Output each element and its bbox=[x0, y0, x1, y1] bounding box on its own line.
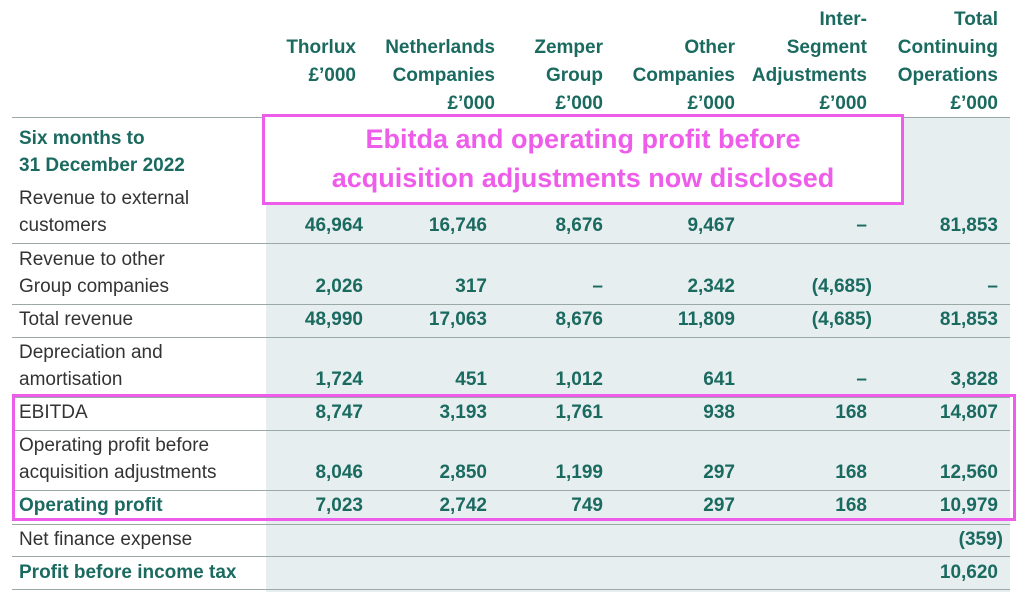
value-cell: 46,964 bbox=[304, 215, 363, 236]
value-cell: 2,342 bbox=[687, 276, 735, 297]
value-cell: – bbox=[856, 215, 867, 236]
row-divider bbox=[12, 589, 1010, 590]
value-cell: 81,853 bbox=[939, 215, 998, 236]
value-cell: 2,850 bbox=[439, 462, 487, 483]
row-label-operating-profit-before-adjustments: Operating profit before acquisition adju… bbox=[19, 435, 217, 483]
value-cell: 10,620 bbox=[939, 562, 998, 583]
row-label-revenue-other: Revenue to other Group companies bbox=[19, 249, 169, 297]
highlight-box bbox=[12, 394, 1016, 521]
value-cell: 48,990 bbox=[304, 309, 363, 330]
value-cell: 2,026 bbox=[315, 276, 363, 297]
value-cell: – bbox=[987, 276, 998, 297]
value-cell: 10,979 bbox=[939, 495, 998, 516]
value-cell: 938 bbox=[703, 402, 735, 423]
value-cell: 3,193 bbox=[439, 402, 487, 423]
row-divider bbox=[12, 556, 1010, 557]
value-cell: 1,761 bbox=[555, 402, 603, 423]
column-header-total: Total Continuing Operations £’000 bbox=[897, 9, 998, 114]
period-label: Six months to 31 December 2022 bbox=[19, 128, 185, 176]
value-cell: 11,809 bbox=[677, 309, 735, 330]
value-cell: 12,560 bbox=[939, 462, 998, 483]
value-cell: 14,807 bbox=[939, 402, 998, 423]
value-cell: 8,046 bbox=[315, 462, 363, 483]
column-header-thorlux: Thorlux £’000 bbox=[286, 37, 356, 86]
value-cell: 451 bbox=[455, 369, 487, 390]
value-cell: 81,853 bbox=[939, 309, 998, 330]
row-label-operating-profit: Operating profit bbox=[19, 495, 163, 516]
value-cell: 2,742 bbox=[439, 495, 487, 516]
value-cell: 8,676 bbox=[555, 215, 603, 236]
row-divider bbox=[12, 304, 1010, 305]
row-label-total-revenue: Total revenue bbox=[19, 309, 134, 330]
value-cell: 8,747 bbox=[315, 402, 363, 423]
value-cell: 1,012 bbox=[555, 369, 603, 390]
value-cell: 8,676 bbox=[555, 309, 603, 330]
value-cell: 168 bbox=[835, 462, 867, 483]
value-cell: (4,685) bbox=[811, 309, 872, 330]
row-label-net-finance-expense: Net finance expense bbox=[19, 529, 193, 550]
value-cell: 749 bbox=[571, 495, 603, 516]
column-header-zemper: Zemper Group £’000 bbox=[534, 37, 603, 114]
value-cell: 17,063 bbox=[428, 309, 487, 330]
row-label-profit-before-tax: Profit before income tax bbox=[19, 562, 237, 583]
value-cell: (359) bbox=[958, 529, 1003, 550]
value-cell: 641 bbox=[703, 369, 735, 390]
value-cell: (4,685) bbox=[811, 276, 872, 297]
value-cell: – bbox=[856, 369, 867, 390]
value-cell: 9,467 bbox=[687, 215, 735, 236]
value-cell: 7,023 bbox=[315, 495, 363, 516]
row-divider bbox=[12, 524, 1010, 525]
row-divider bbox=[12, 430, 1010, 431]
row-divider bbox=[12, 243, 1010, 244]
row-divider bbox=[12, 337, 1010, 338]
value-cell: 3,828 bbox=[950, 369, 998, 390]
column-header-other: Other Companies £’000 bbox=[632, 37, 735, 114]
value-cell: 16,746 bbox=[428, 215, 487, 236]
row-label-ebitda: EBITDA bbox=[19, 402, 88, 423]
value-cell: 1,199 bbox=[555, 462, 603, 483]
value-cell: 168 bbox=[835, 495, 867, 516]
annotation-box bbox=[262, 114, 904, 205]
value-cell: 297 bbox=[703, 495, 735, 516]
value-cell: 1,724 bbox=[315, 369, 363, 390]
value-cell: 168 bbox=[835, 402, 867, 423]
value-cell: 317 bbox=[455, 276, 487, 297]
annotation-text: Ebitda and operating profit before acqui… bbox=[331, 124, 835, 193]
value-cell: 297 bbox=[703, 462, 735, 483]
column-header-inter-segment: Inter- Segment Adjustments £’000 bbox=[751, 9, 867, 114]
column-header-netherlands: Netherlands Companies £’000 bbox=[385, 37, 495, 114]
row-label-depreciation: Depreciation and amortisation bbox=[19, 342, 163, 390]
row-divider bbox=[12, 397, 1010, 398]
row-divider bbox=[12, 490, 1010, 491]
value-cell: – bbox=[592, 276, 603, 297]
row-label-revenue-external: Revenue to external customers bbox=[19, 188, 190, 236]
